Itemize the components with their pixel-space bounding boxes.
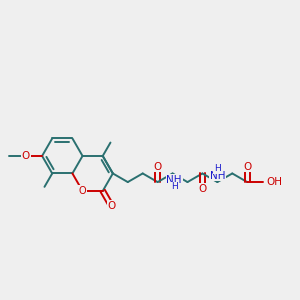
Text: O: O [198,184,206,194]
Text: O: O [243,162,251,172]
Text: H: H [171,182,177,191]
Text: OH: OH [266,177,282,187]
Text: NH: NH [210,170,225,181]
Text: O: O [107,201,116,211]
Text: O: O [154,162,162,172]
Text: H: H [214,164,221,173]
Text: NH: NH [166,175,182,185]
Text: O: O [22,151,30,161]
Text: O: O [79,186,86,196]
